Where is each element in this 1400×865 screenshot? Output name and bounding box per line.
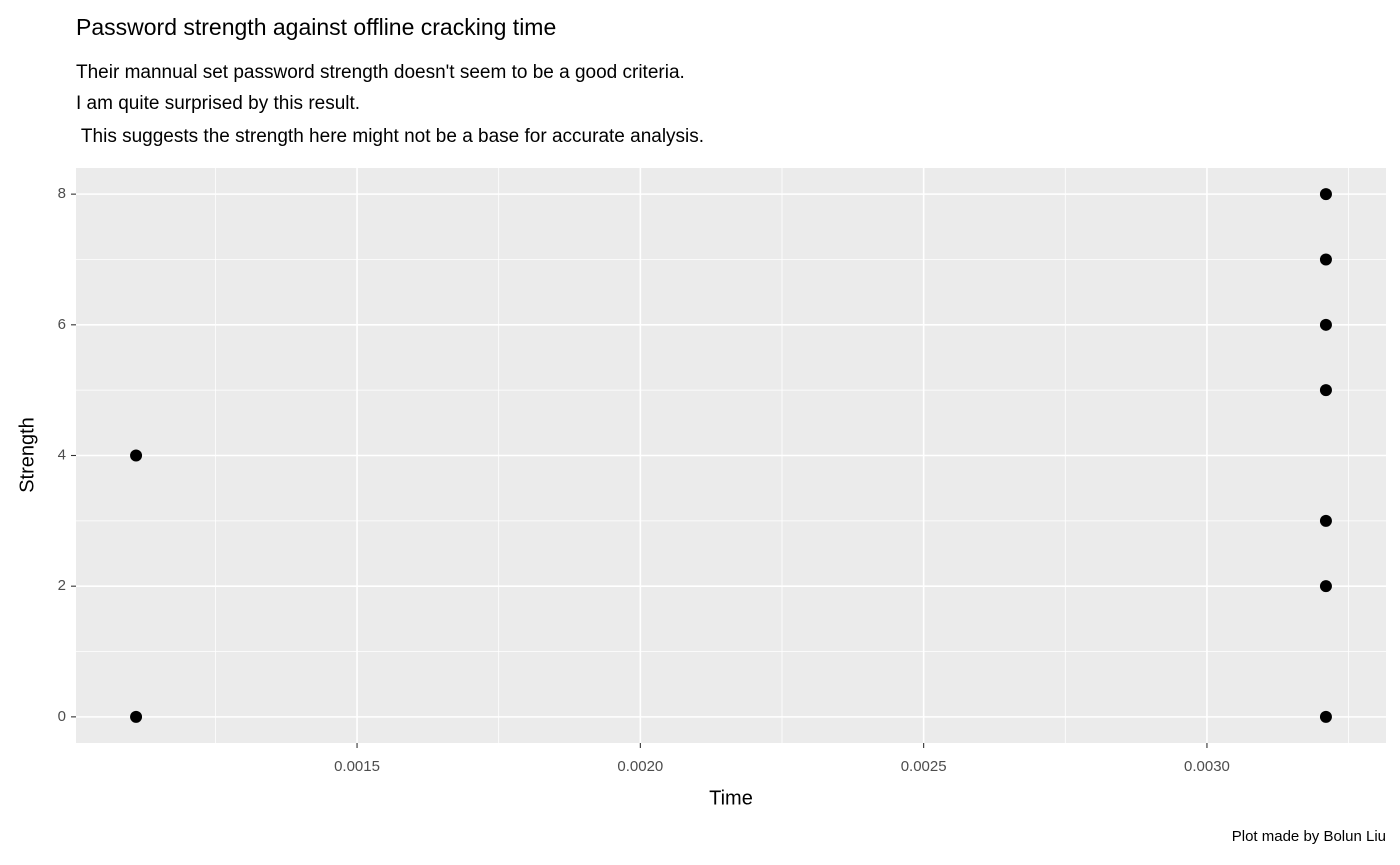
chart-subtitle: I am quite surprised by this result. bbox=[76, 93, 360, 114]
x-tick-label: 0.0030 bbox=[1184, 758, 1230, 775]
y-tick-label: 6 bbox=[58, 316, 66, 333]
y-tick-label: 8 bbox=[58, 185, 66, 202]
point bbox=[1319, 514, 1332, 527]
y-axis-title: Strength bbox=[16, 417, 38, 493]
y-tick-label: 4 bbox=[58, 446, 66, 463]
chart-title: Password strength against offline cracki… bbox=[76, 14, 556, 40]
y-tick-label: 0 bbox=[58, 708, 66, 725]
chart-subtitle: Their mannual set password strength does… bbox=[76, 62, 685, 83]
x-tick-label: 0.0020 bbox=[617, 758, 663, 775]
point bbox=[1319, 580, 1332, 593]
point bbox=[1319, 318, 1332, 331]
chart-subtitle: This suggests the strength here might no… bbox=[76, 126, 704, 147]
x-tick-label: 0.0025 bbox=[901, 758, 947, 775]
x-axis-title: Time bbox=[709, 787, 753, 809]
caption: Plot made by Bolun Liu bbox=[1232, 828, 1386, 845]
y-tick-label: 2 bbox=[58, 577, 66, 594]
point bbox=[1319, 253, 1332, 266]
point bbox=[130, 449, 143, 462]
point bbox=[1319, 384, 1332, 397]
point bbox=[1319, 188, 1332, 201]
point bbox=[130, 710, 143, 723]
x-tick-label: 0.0015 bbox=[334, 758, 380, 775]
point bbox=[1319, 710, 1332, 723]
